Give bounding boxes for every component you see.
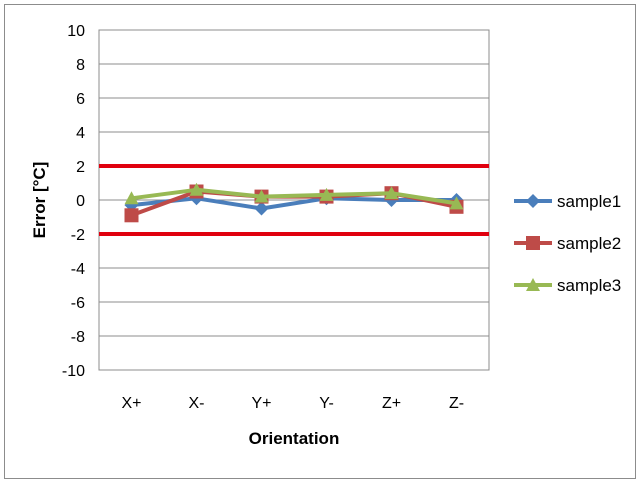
legend-label: sample1 [557, 192, 621, 211]
legend-item: sample2 [514, 234, 621, 253]
y-tick-label: -4 [71, 261, 85, 278]
legend-label: sample2 [557, 234, 621, 253]
series-sample3 [124, 182, 464, 210]
series-lines [124, 182, 464, 223]
y-tick-label: -10 [62, 363, 85, 380]
y-tick-label: 6 [76, 91, 85, 108]
legend-marker [526, 236, 540, 250]
legend-marker [526, 194, 540, 208]
legend-item: sample1 [514, 192, 621, 211]
series-line [131, 187, 457, 206]
x-axis-ticks: X+ X- Y+ Y- Z+ Z- [121, 395, 464, 412]
y-tick-label: 0 [76, 193, 85, 210]
data-point [124, 191, 139, 205]
data-point [254, 201, 269, 216]
legend-item: sample3 [514, 276, 621, 295]
series-line [131, 196, 457, 211]
data-point [124, 208, 139, 223]
x-tick-label: Y- [319, 395, 334, 412]
y-tick-label: -8 [71, 329, 85, 346]
x-tick-label: Z- [449, 395, 464, 412]
y-tick-label: 8 [76, 57, 85, 74]
legend-marker [526, 278, 540, 291]
x-tick-label: X- [189, 395, 205, 412]
y-tick-label: 2 [76, 159, 85, 176]
y-tick-label: -2 [71, 227, 85, 244]
legend-label: sample3 [557, 276, 621, 295]
plot-area [98, 29, 490, 371]
data-point [449, 196, 464, 210]
x-axis-title: Orientation [249, 429, 340, 448]
x-tick-label: Y+ [251, 395, 271, 412]
legend: sample1 sample2 sample3 [514, 192, 621, 295]
data-point [384, 186, 399, 200]
y-axis-ticks: 10 8 6 4 2 0 -2 -4 -6 -8 -10 [62, 23, 85, 380]
data-point [189, 182, 204, 196]
reference-lines [99, 164, 489, 236]
y-tick-label: 10 [67, 23, 85, 40]
y-tick-label: -6 [71, 295, 85, 312]
y-axis-title: Error [°C] [30, 162, 49, 239]
x-tick-label: Z+ [382, 395, 401, 412]
data-point [319, 187, 334, 201]
data-point [254, 189, 269, 203]
y-tick-label: 4 [76, 125, 85, 142]
x-tick-label: X+ [121, 395, 141, 412]
